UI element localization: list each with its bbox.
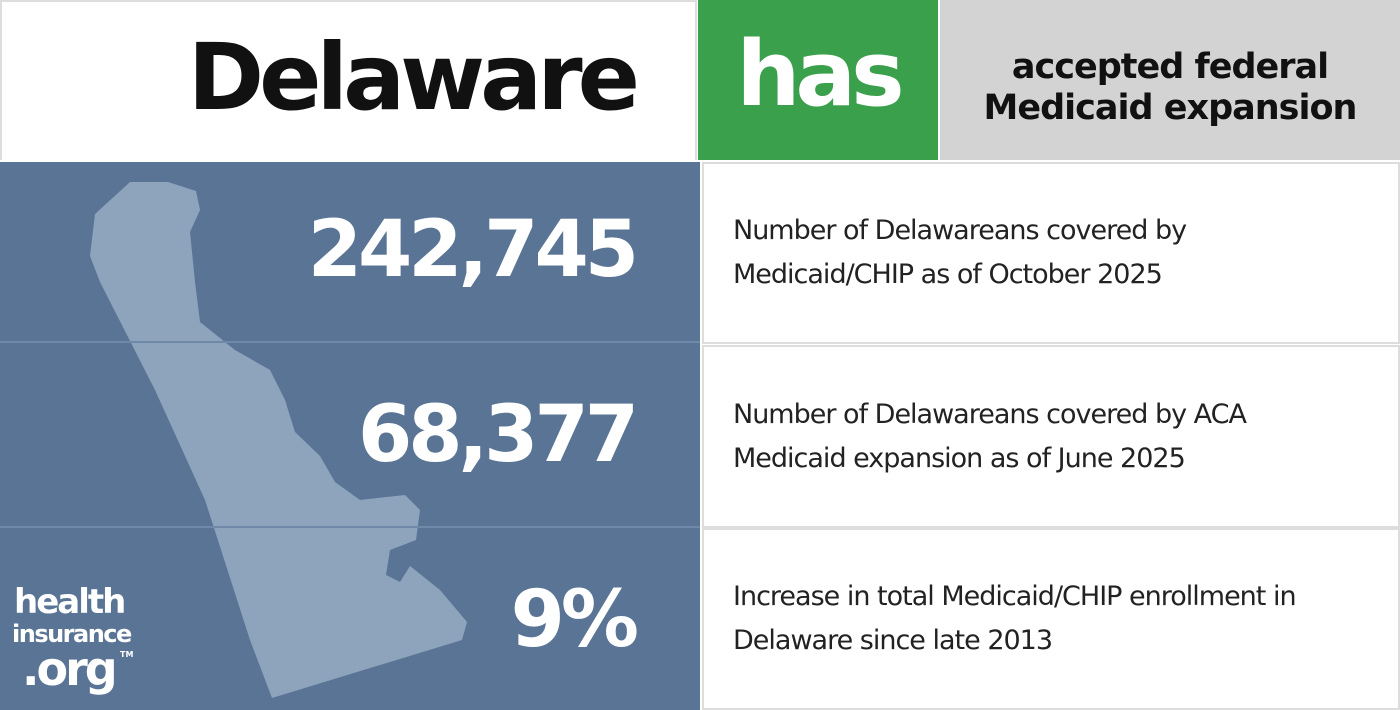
logo-tm: TM [120,650,134,659]
separator [0,526,700,528]
status-line: accepted federal [1011,47,1329,87]
status-text: accepted federal Medicaid expansion [940,0,1400,160]
stat-value: 9% [510,575,639,665]
description-line: Medicaid/CHIP as of October 2025 [733,259,1163,290]
stat-description: Number of Delawareans covered by ACA Med… [702,345,1400,528]
separator [0,341,700,343]
description-line: Number of Delawareans covered by [733,215,1187,246]
stat-description: Increase in total Medicaid/CHIP enrollme… [702,528,1400,710]
logo: health insurance .org TM [0,572,140,710]
description-line: Medicaid expansion as of June 2025 [733,442,1186,474]
status-cell: has [698,0,938,160]
description-line: Delaware since late 2013 [733,625,1053,656]
status: has [736,22,904,127]
logo-text: .org [22,642,118,696]
stat-value: 242,745 [307,205,639,295]
status-line: Medicaid expansion [983,88,1358,128]
stat-description: Number of Delawareans covered by Medicai… [702,162,1400,344]
state-name: Delaware [187,24,640,131]
state-cell: Delaware [0,0,697,160]
logo-text: health [14,582,126,622]
description-line: Increase in total Medicaid/CHIP enrollme… [733,581,1297,612]
stat-value: 68,377 [358,390,639,480]
state-map [0,182,700,698]
state-shape [90,182,467,698]
logo-text: insurance [12,620,132,648]
description-line: Number of Delawareans covered by ACA [733,398,1247,430]
